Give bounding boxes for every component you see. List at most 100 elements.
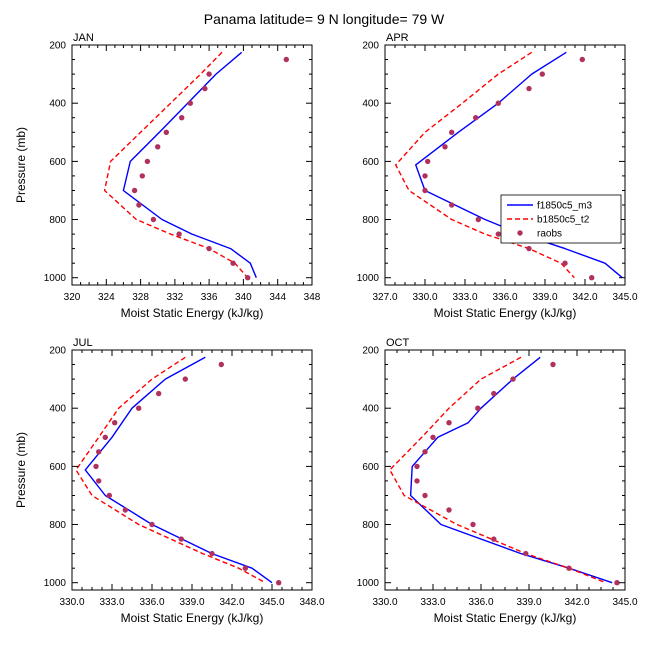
x-tick-label: 345.0 <box>612 292 637 303</box>
y-tick-label: 600 <box>362 462 379 473</box>
legend-marker-raobs <box>517 230 523 236</box>
raobs-point <box>414 463 420 470</box>
raobs-point <box>149 521 155 528</box>
raobs-point <box>182 376 188 382</box>
y-tick-label: 800 <box>49 520 66 531</box>
raobs-point <box>526 85 532 92</box>
raobs-point <box>449 202 455 208</box>
plot-frame <box>384 44 626 286</box>
raobs-point <box>112 420 118 426</box>
series-line-f1850c5-m3 <box>409 356 613 584</box>
y-tick-label: 400 <box>362 404 379 415</box>
raobs-point <box>566 565 572 571</box>
x-tick-label: 330.0 <box>372 597 397 608</box>
y-tick-label: 1000 <box>357 273 380 284</box>
panel-jan: 320 324 328 332 336 340 344 348 200 400 600 800 1000… <box>14 32 321 320</box>
raobs-point <box>276 580 282 586</box>
x-tick-label: 333.0 <box>99 597 124 608</box>
x-tick-label: 348.0 <box>299 597 324 608</box>
x-tick-label: 336.0 <box>139 597 164 608</box>
y-tick-label: 200 <box>49 41 66 52</box>
y-tick-label: 200 <box>362 41 379 52</box>
raobs-point <box>136 202 142 208</box>
x-tick-label: 345.0 <box>612 597 637 608</box>
x-tick-label: 330.0 <box>412 292 437 303</box>
x-axis-label: Moist Static Energy (kJ/kg) <box>121 306 264 320</box>
raobs-point <box>106 492 113 499</box>
x-tick-label: 336 <box>201 292 218 303</box>
raobs-point <box>495 100 501 106</box>
raobs-point <box>614 580 620 586</box>
x-axis-label: Moist Static Energy (kJ/kg) <box>434 611 577 625</box>
raobs-point <box>155 144 161 150</box>
raobs-point <box>475 216 481 223</box>
x-tick-label: 332 <box>167 292 184 303</box>
raobs-point <box>139 173 145 179</box>
legend-label: raobs <box>537 229 562 240</box>
y-tick-label: 800 <box>49 215 66 226</box>
x-tick-label: 327.0 <box>372 292 397 303</box>
x-tick-label: 344 <box>269 292 286 303</box>
raobs-point <box>245 275 251 281</box>
x-tick-label: 330.0 <box>59 597 84 608</box>
raobs-point <box>176 231 182 237</box>
y-tick-label: 800 <box>362 215 379 226</box>
y-tick-label: 400 <box>49 404 66 415</box>
raobs-point <box>422 173 428 179</box>
x-tick-label: 336.0 <box>468 597 493 608</box>
raobs-point <box>510 376 516 382</box>
panel-oct: 330.0 333.0 336.0 339.0 342.0 345.0 200 400 600 8… <box>357 337 638 625</box>
x-axis-label: Moist Static Energy (kJ/kg) <box>434 306 577 320</box>
raobs-point <box>163 129 169 135</box>
x-tick-label: 339.0 <box>532 292 557 303</box>
raobs-point <box>491 536 497 542</box>
raobs-point <box>550 361 556 368</box>
y-tick-label: 1000 <box>357 578 380 589</box>
legend-label: b1850c5_t2 <box>537 215 590 226</box>
y-tick-label: 200 <box>362 346 379 357</box>
raobs-point <box>218 361 224 368</box>
plot-frame <box>71 44 313 286</box>
panel-label: OCT <box>386 337 410 349</box>
y-tick-label: 1000 <box>44 273 67 284</box>
raobs-point <box>102 434 109 440</box>
raobs-point <box>122 507 128 513</box>
series-line-f1850c5-m3 <box>415 51 623 279</box>
y-tick-label: 600 <box>362 157 379 168</box>
raobs-point <box>93 463 99 470</box>
x-tick-label: 328 <box>132 292 149 303</box>
raobs-point <box>209 550 215 557</box>
series-line-b1850c5-t2 <box>75 356 266 584</box>
raobs-point <box>202 85 208 92</box>
x-tick-label: 340 <box>235 292 252 303</box>
raobs-point <box>131 187 138 194</box>
series-line-f1850c5-m3 <box>84 356 273 584</box>
legend-label: f1850c5_m3 <box>537 201 592 212</box>
raobs-point <box>442 144 448 150</box>
x-tick-label: 348 <box>304 292 321 303</box>
x-tick-label: 320 <box>64 292 81 303</box>
raobs-point <box>523 550 529 557</box>
raobs-point <box>449 129 455 135</box>
raobs-point <box>206 71 212 77</box>
raobs-point <box>539 71 545 77</box>
raobs-point <box>430 434 436 440</box>
raobs-point <box>283 56 289 63</box>
panel-label: JAN <box>73 32 94 44</box>
plot-frame <box>71 349 313 591</box>
x-tick-label: 333.0 <box>420 597 445 608</box>
y-tick-label: 400 <box>362 99 379 110</box>
raobs-point <box>473 115 479 121</box>
series-line-b1850c5-t2 <box>395 51 575 279</box>
y-tick-label: 600 <box>49 462 66 473</box>
raobs-point <box>579 56 585 63</box>
panel-jul: 330.0 333.0 336.0 339.0 342.0 345.0 348.0 200 40… <box>14 337 325 625</box>
raobs-point <box>144 158 151 165</box>
panel-label: APR <box>386 32 409 44</box>
raobs-point <box>178 536 184 542</box>
raobs-point <box>446 420 452 426</box>
raobs-point <box>414 478 420 484</box>
raobs-point <box>491 390 497 397</box>
raobs-point <box>96 478 102 484</box>
